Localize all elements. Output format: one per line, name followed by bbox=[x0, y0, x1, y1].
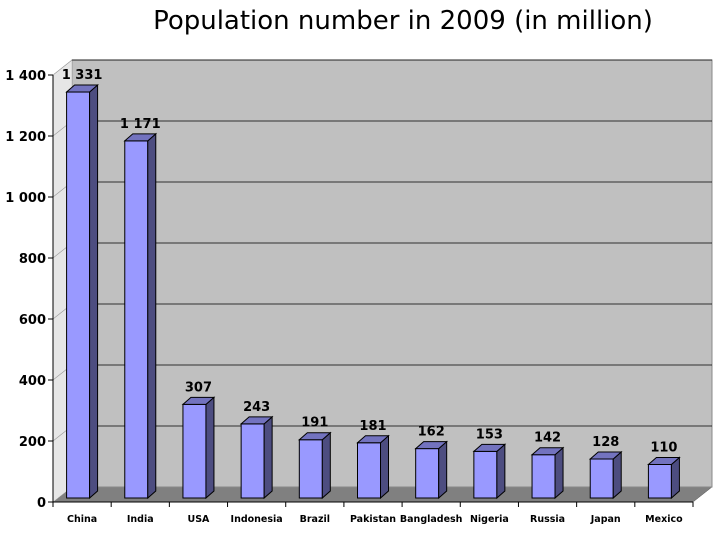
x-axis-categories: China India USA Indonesia Brazil Pakistan Bang… bbox=[67, 514, 683, 525]
data-labels: 1 331 1 171 307 243 191 181 162 153 142 128 110 bbox=[62, 68, 678, 455]
bar-indonesia bbox=[239, 415, 274, 500]
bar-china bbox=[65, 83, 99, 500]
bar-nigeria bbox=[472, 443, 507, 500]
bar-side bbox=[321, 431, 331, 500]
bar-side bbox=[147, 132, 157, 500]
x-category-label: China bbox=[67, 514, 97, 525]
bar-side bbox=[612, 450, 622, 500]
bar-front bbox=[124, 140, 149, 499]
bar-top bbox=[588, 451, 623, 460]
x-category-label: Nigeria bbox=[470, 514, 509, 525]
bar-front bbox=[240, 423, 265, 499]
bar-side bbox=[89, 83, 99, 500]
bar-front bbox=[357, 442, 381, 499]
data-label: 142 bbox=[534, 431, 561, 446]
data-label: 307 bbox=[185, 380, 212, 395]
x-category-label: India bbox=[127, 514, 154, 525]
bar-side bbox=[380, 434, 389, 500]
x-category-label: Indonesia bbox=[231, 514, 283, 525]
data-label: 181 bbox=[359, 419, 386, 434]
data-label: 110 bbox=[650, 440, 677, 455]
data-label: 162 bbox=[418, 425, 445, 440]
x-category-label: Bangladesh bbox=[400, 514, 463, 525]
data-label: 243 bbox=[243, 400, 270, 415]
y-tick-label: 400 bbox=[19, 374, 46, 389]
y-tick-label: 1 400 bbox=[5, 69, 46, 84]
bar-top bbox=[123, 133, 158, 142]
bar-japan bbox=[588, 450, 623, 500]
bar-india bbox=[123, 132, 158, 500]
bar-mexico bbox=[647, 456, 681, 500]
y-tick-label: 1 000 bbox=[5, 191, 46, 206]
chart-back-wall bbox=[71, 59, 713, 488]
bar-top bbox=[181, 396, 216, 405]
x-category-label: Brazil bbox=[300, 514, 330, 525]
data-label: 1 171 bbox=[120, 117, 161, 132]
y-tick-label: 600 bbox=[19, 313, 46, 328]
y-tick-label: 0 bbox=[37, 496, 46, 511]
gridline-side bbox=[52, 59, 73, 76]
bar-top bbox=[356, 435, 390, 444]
bar-front bbox=[647, 463, 672, 499]
bar-front bbox=[531, 454, 556, 499]
data-label: 1 331 bbox=[62, 68, 103, 83]
bar-top bbox=[414, 441, 449, 450]
bar-side bbox=[438, 440, 448, 500]
bars bbox=[65, 83, 681, 500]
data-label: 153 bbox=[476, 427, 503, 442]
data-label: 128 bbox=[592, 435, 619, 450]
data-label: 191 bbox=[301, 416, 328, 431]
bar-top bbox=[472, 443, 507, 452]
x-category-label: Russia bbox=[530, 514, 565, 525]
bar-front bbox=[415, 448, 440, 499]
y-tick-label: 1 200 bbox=[5, 130, 46, 145]
bar-side bbox=[263, 415, 273, 500]
bar-side bbox=[496, 443, 506, 500]
bar-brazil bbox=[297, 431, 332, 500]
y-tick-label: 800 bbox=[19, 252, 46, 267]
y-tick-label: 200 bbox=[19, 435, 46, 450]
bar-top bbox=[239, 416, 274, 425]
bar-front bbox=[589, 458, 614, 499]
bar-front bbox=[473, 450, 498, 499]
bar-top bbox=[65, 84, 99, 93]
x-category-label: USA bbox=[187, 514, 210, 525]
bar-pakistan bbox=[356, 434, 390, 500]
bar-bangladesh bbox=[414, 440, 449, 500]
bar-front bbox=[182, 403, 207, 499]
bar-usa bbox=[181, 396, 216, 500]
bar-side bbox=[554, 446, 564, 500]
axes bbox=[52, 75, 694, 507]
y-axis-ticks: 0 200 400 600 800 1 000 1 200 1 400 bbox=[5, 69, 53, 511]
bar-side bbox=[205, 396, 215, 500]
bar-top bbox=[530, 447, 565, 456]
bar-top bbox=[297, 432, 332, 441]
bar-russia bbox=[530, 446, 565, 500]
x-category-label: Mexico bbox=[645, 514, 683, 525]
bar-top bbox=[647, 456, 681, 465]
chart-title: Population number in 2009 (in million) bbox=[153, 6, 653, 36]
x-category-label: Pakistan bbox=[350, 514, 396, 525]
x-category-label: Japan bbox=[590, 514, 621, 525]
bar-front bbox=[298, 439, 323, 499]
bar-front bbox=[66, 91, 91, 499]
